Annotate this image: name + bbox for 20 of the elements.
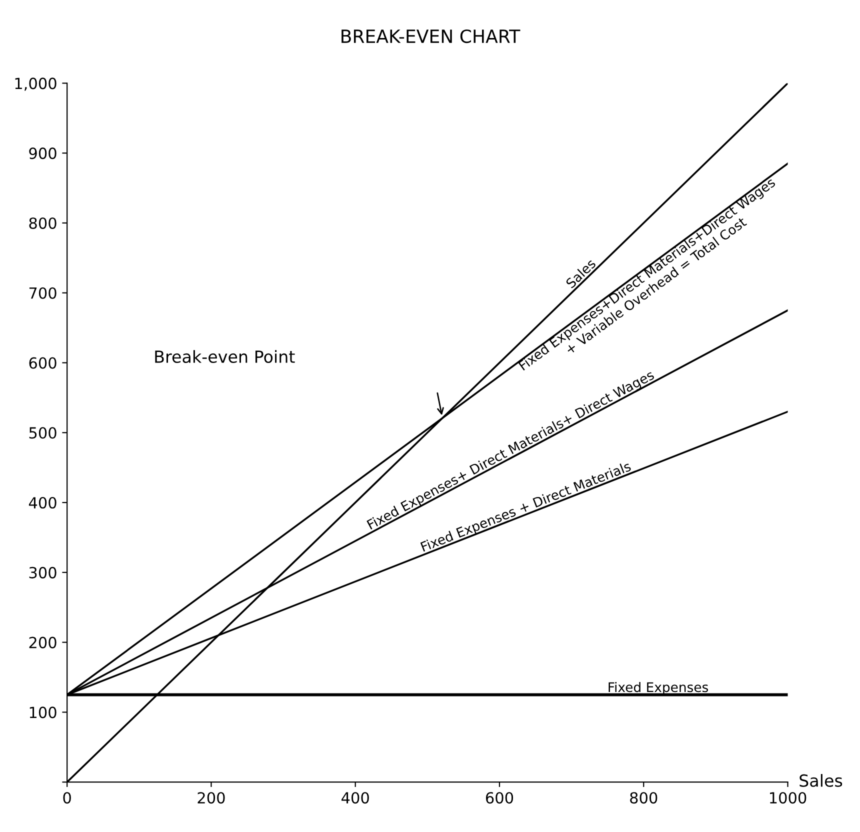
- y-tick-label: 600: [29, 357, 56, 369]
- y-tick-label: 800: [29, 217, 56, 229]
- y-tick-label: 400: [28, 496, 56, 509]
- y-tick-label: 200: [29, 636, 56, 648]
- x-tick-label: 600: [486, 792, 514, 804]
- series-label: Fixed Expenses: [608, 682, 708, 695]
- x-tick-label: 200: [198, 792, 225, 804]
- x-tick-label: 1000: [770, 792, 806, 804]
- y-tick-label: 300: [29, 566, 56, 578]
- x-axis-title: Sales: [800, 774, 842, 787]
- y-tick-label: 100: [30, 706, 56, 718]
- y-tick-label: 700: [29, 287, 56, 299]
- annotation: Break-even Point: [155, 350, 295, 363]
- chart-title: BREAK-EVEN CHART: [342, 29, 520, 44]
- y-tick-label: 900: [29, 148, 56, 160]
- x-tick-label: 0: [63, 792, 71, 804]
- x-tick-label: 400: [342, 792, 369, 804]
- y-tick-label: 500: [29, 427, 56, 439]
- x-tick-label: 800: [630, 792, 658, 804]
- y-tick-label: 1,000: [15, 78, 56, 91]
